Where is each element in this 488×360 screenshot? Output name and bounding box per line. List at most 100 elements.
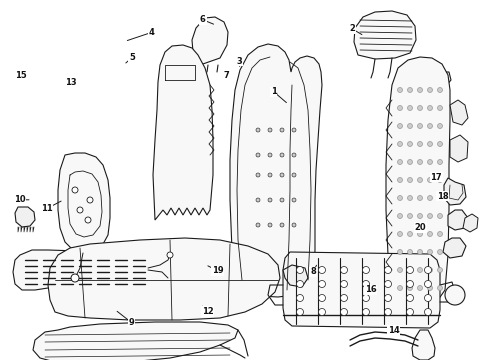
Circle shape [256,153,260,157]
Circle shape [291,173,295,177]
Circle shape [417,285,422,291]
Text: 16: 16 [364,285,376,294]
Circle shape [397,105,402,111]
Circle shape [291,153,295,157]
Circle shape [407,105,412,111]
Circle shape [407,267,412,273]
Circle shape [417,231,422,237]
Circle shape [427,177,431,183]
Circle shape [267,198,271,202]
Circle shape [267,128,271,132]
Circle shape [427,285,431,291]
Circle shape [384,266,391,274]
Circle shape [256,173,260,177]
Text: 14: 14 [387,326,399,335]
Polygon shape [385,57,449,303]
Circle shape [397,249,402,255]
Circle shape [437,285,442,291]
Circle shape [318,309,325,315]
Circle shape [427,123,431,129]
Circle shape [437,177,442,183]
Circle shape [362,309,369,315]
Circle shape [427,105,431,111]
Circle shape [417,105,422,111]
Circle shape [384,280,391,288]
Circle shape [167,252,173,258]
Circle shape [427,213,431,219]
Circle shape [427,141,431,147]
Circle shape [407,177,412,183]
Polygon shape [153,45,213,220]
Polygon shape [447,210,467,230]
Circle shape [437,213,442,219]
Circle shape [256,223,260,227]
Polygon shape [411,330,434,360]
Polygon shape [353,11,415,59]
Text: 8: 8 [309,267,315,276]
Text: 10: 10 [14,195,25,204]
Circle shape [340,266,347,274]
Circle shape [318,294,325,302]
Circle shape [437,249,442,255]
Circle shape [417,213,422,219]
Polygon shape [449,100,467,125]
Circle shape [417,87,422,93]
Circle shape [427,231,431,237]
Circle shape [417,249,422,255]
Polygon shape [48,238,280,320]
Circle shape [340,280,347,288]
Circle shape [296,294,303,302]
Circle shape [280,153,284,157]
Circle shape [437,231,442,237]
Polygon shape [33,322,238,360]
Circle shape [397,123,402,129]
Circle shape [362,294,369,302]
Circle shape [291,223,295,227]
Circle shape [417,141,422,147]
Circle shape [397,195,402,201]
Circle shape [407,213,412,219]
Circle shape [407,159,412,165]
Polygon shape [462,214,477,232]
Circle shape [318,280,325,288]
Text: 19: 19 [211,266,223,275]
Circle shape [437,123,442,129]
Text: 2: 2 [348,24,354,33]
Polygon shape [192,17,227,65]
Circle shape [406,266,413,274]
Circle shape [397,159,402,165]
Circle shape [407,87,412,93]
Text: 12: 12 [202,307,213,316]
Circle shape [87,197,93,203]
Circle shape [437,195,442,201]
Circle shape [397,267,402,273]
Polygon shape [229,44,321,297]
Circle shape [267,173,271,177]
Circle shape [256,198,260,202]
Circle shape [437,105,442,111]
Circle shape [85,217,91,223]
Text: 17: 17 [429,173,441,182]
Circle shape [397,231,402,237]
Polygon shape [433,68,450,86]
Circle shape [427,159,431,165]
Circle shape [340,309,347,315]
Text: 18: 18 [436,192,447,201]
Text: 4: 4 [148,28,154,37]
Circle shape [318,266,325,274]
Polygon shape [449,135,467,162]
Circle shape [424,294,430,302]
Circle shape [437,267,442,273]
Circle shape [407,123,412,129]
Circle shape [407,249,412,255]
Circle shape [267,153,271,157]
Circle shape [340,294,347,302]
Circle shape [77,207,83,213]
Text: 6: 6 [200,15,205,24]
Text: 3: 3 [236,57,242,66]
Circle shape [407,141,412,147]
Circle shape [362,266,369,274]
Circle shape [291,198,295,202]
Circle shape [424,309,430,315]
Circle shape [384,294,391,302]
